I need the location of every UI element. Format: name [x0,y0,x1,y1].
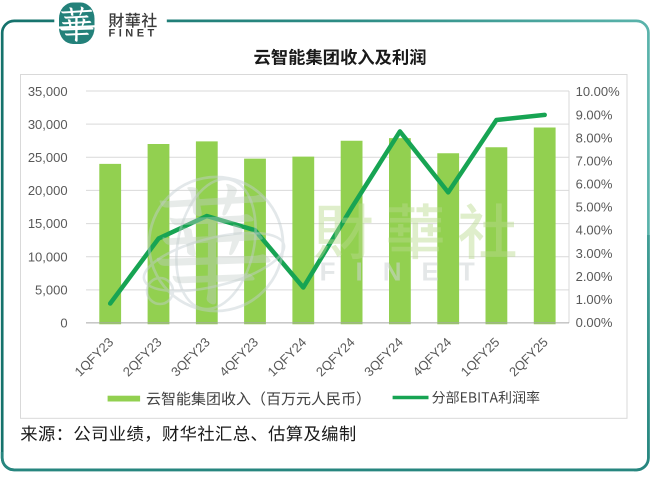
svg-text:20,000: 20,000 [28,183,68,198]
svg-text:2.00%: 2.00% [576,269,613,284]
svg-text:3.00%: 3.00% [576,246,613,261]
svg-text:9.00%: 9.00% [576,107,613,122]
svg-text:5.00%: 5.00% [576,200,613,215]
svg-text:25,000: 25,000 [28,150,68,165]
svg-text:7.00%: 7.00% [576,154,613,169]
svg-text:35,000: 35,000 [28,84,68,99]
svg-text:8.00%: 8.00% [576,130,613,145]
svg-text:10.00%: 10.00% [576,84,621,99]
svg-text:FINET: FINET [320,257,495,287]
svg-text:1.00%: 1.00% [576,292,613,307]
svg-text:0.00%: 0.00% [576,315,613,330]
svg-text:5,000: 5,000 [35,282,68,297]
svg-text:FINET: FINET [109,28,158,40]
svg-text:30,000: 30,000 [28,117,68,132]
svg-text:15,000: 15,000 [28,216,68,231]
svg-text:6.00%: 6.00% [576,177,613,192]
svg-text:10,000: 10,000 [28,249,68,264]
svg-text:4.00%: 4.00% [576,223,613,238]
svg-text:0: 0 [60,315,67,330]
